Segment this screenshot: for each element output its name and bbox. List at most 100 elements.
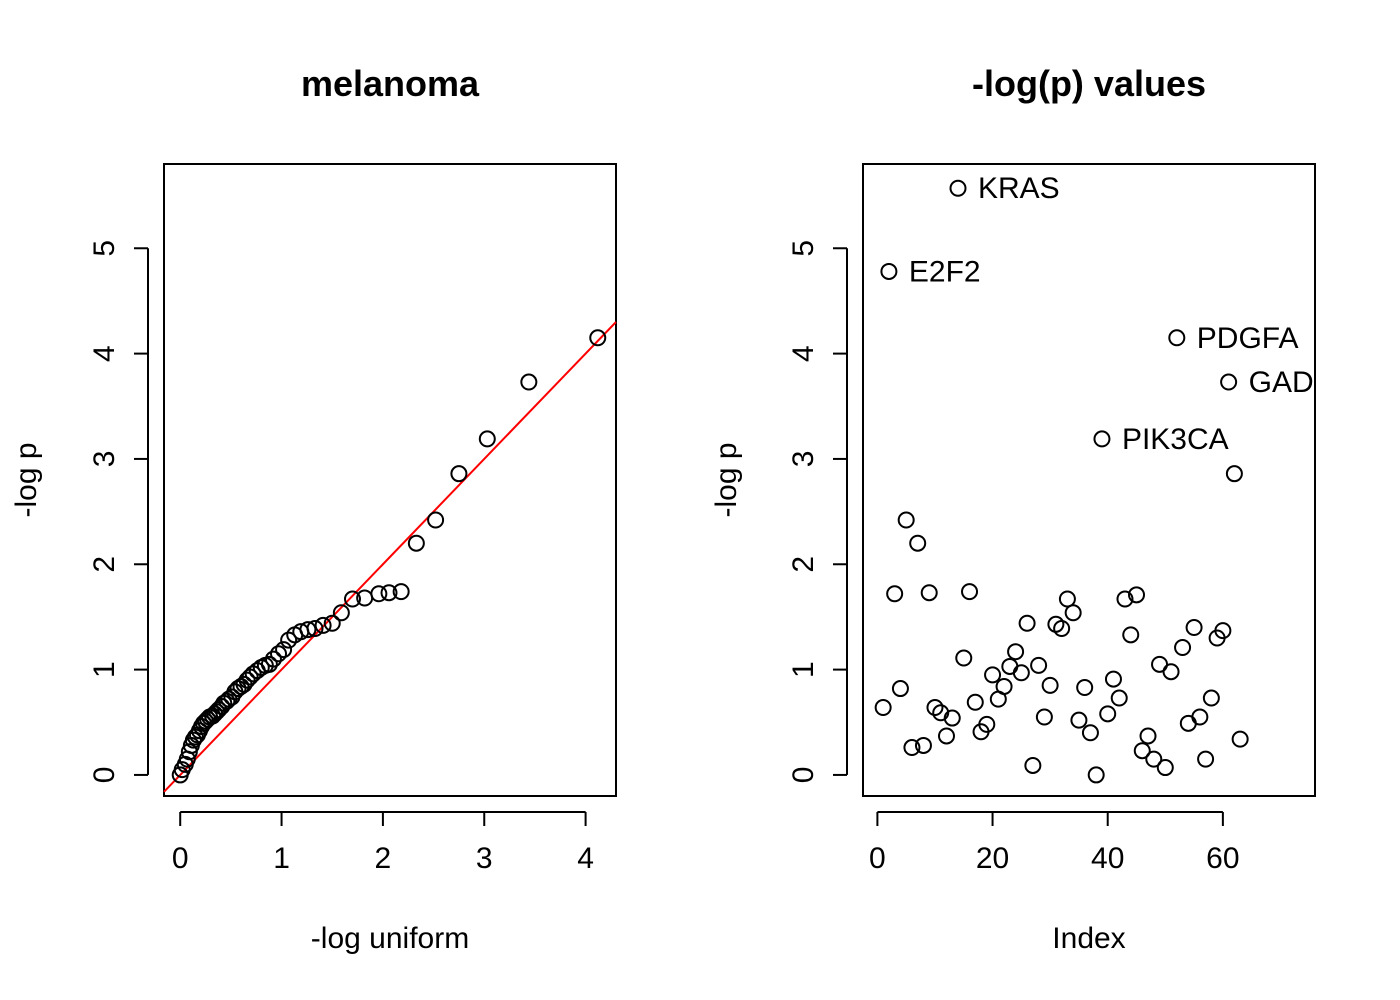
index-y-tick-label: 2 xyxy=(787,556,820,573)
qq-data-point xyxy=(427,511,445,529)
index-data-point xyxy=(1139,727,1157,745)
index-y-tick-label: 4 xyxy=(787,345,820,362)
qq-x-tick-label: 0 xyxy=(172,842,189,875)
qq-data-point xyxy=(280,631,298,649)
index-data-point xyxy=(1104,670,1122,688)
index-data-point xyxy=(1168,329,1186,347)
qq-y-tick-label: 0 xyxy=(88,767,121,784)
index-data-point xyxy=(926,699,944,717)
gene-label: PDGFA xyxy=(1197,322,1299,355)
index-data-point xyxy=(1053,620,1071,638)
index-data-point xyxy=(1231,730,1249,748)
index-plot-y-axis: 0 1 2 3 4 5 xyxy=(787,240,848,783)
index-data-point xyxy=(1064,604,1082,622)
qq-data-point xyxy=(184,731,202,749)
index-data-point xyxy=(1202,689,1220,707)
gene-labels: KRAS E2F2 PDGFA GAD PIK3CA xyxy=(909,172,1314,456)
qq-x-tick-label: 4 xyxy=(577,842,594,875)
index-data-point xyxy=(886,585,904,603)
index-data-point xyxy=(1197,750,1215,768)
index-data-point xyxy=(1214,622,1232,640)
index-data-point xyxy=(949,179,967,197)
qq-data-point xyxy=(407,534,425,552)
qq-data-point xyxy=(238,671,256,689)
gene-label: E2F2 xyxy=(909,255,981,288)
qq-data-point xyxy=(306,620,324,638)
qq-data-point xyxy=(589,329,607,347)
index-data-point xyxy=(920,584,938,602)
qq-x-tick-label: 1 xyxy=(273,842,290,875)
index-data-point xyxy=(874,699,892,717)
qq-y-tick-label: 3 xyxy=(88,451,121,468)
index-y-tick-label: 5 xyxy=(787,240,820,257)
index-data-point xyxy=(1081,724,1099,742)
index-data-point xyxy=(1162,663,1180,681)
qq-data-point xyxy=(204,707,222,725)
index-data-point xyxy=(943,709,961,727)
qq-reference-line xyxy=(163,321,617,793)
qq-data-point xyxy=(264,650,282,668)
index-data-point xyxy=(1179,714,1197,732)
index-data-point xyxy=(1007,643,1025,661)
qq-x-tick-label: 3 xyxy=(476,842,493,875)
index-data-point xyxy=(1128,586,1146,604)
index-plot-x-label: Index xyxy=(1052,922,1125,955)
index-plot-frame xyxy=(862,163,1316,797)
index-x-tick-label: 0 xyxy=(869,842,886,875)
qq-plot-panel: melanoma 0 1 2 3 4 0 1 2 3 4 5 -log uniform -log … xyxy=(10,63,617,955)
qq-data-point xyxy=(450,465,468,483)
index-data-point xyxy=(1012,664,1030,682)
index-data-point xyxy=(1093,430,1111,448)
index-data-point xyxy=(1018,614,1036,632)
qq-points xyxy=(171,329,607,784)
gene-label: KRAS xyxy=(978,172,1060,205)
index-data-point xyxy=(1185,618,1203,636)
qq-data-point xyxy=(299,621,317,639)
index-data-point xyxy=(1116,590,1134,608)
qq-data-point xyxy=(323,614,341,632)
gene-label: PIK3CA xyxy=(1122,423,1229,456)
qq-plot-title: melanoma xyxy=(301,63,480,104)
index-y-tick-label: 1 xyxy=(787,661,820,678)
index-data-point xyxy=(1122,626,1140,644)
index-data-point xyxy=(1110,689,1128,707)
index-data-point xyxy=(1099,705,1117,723)
index-x-tick-label: 40 xyxy=(1091,842,1124,875)
index-data-point xyxy=(891,680,909,698)
index-data-point xyxy=(961,583,979,601)
index-data-point xyxy=(1001,657,1019,675)
index-data-point xyxy=(937,727,955,745)
index-data-point xyxy=(1145,750,1163,768)
index-data-point xyxy=(914,736,932,754)
index-data-point xyxy=(1024,756,1042,774)
qq-data-point xyxy=(370,585,388,603)
index-plot-x-axis: 0 20 40 60 xyxy=(869,811,1240,875)
index-plot-y-label: -log p xyxy=(710,442,743,517)
qq-data-point xyxy=(270,645,288,663)
index-y-tick-label: 3 xyxy=(787,451,820,468)
qq-data-point xyxy=(314,616,332,634)
qq-data-point xyxy=(232,677,250,695)
qq-plot-frame xyxy=(163,163,617,797)
index-data-point xyxy=(1156,759,1174,777)
qq-plot-y-label: -log p xyxy=(10,442,43,517)
qq-y-tick-label: 4 xyxy=(88,345,121,362)
index-data-point xyxy=(903,739,921,757)
index-data-point xyxy=(1087,766,1105,784)
index-data-point xyxy=(984,666,1002,684)
index-data-point xyxy=(1133,742,1151,760)
index-data-point xyxy=(955,649,973,667)
index-data-point xyxy=(909,534,927,552)
qq-x-tick-label: 2 xyxy=(375,842,392,875)
qq-data-point xyxy=(332,604,350,622)
index-data-point xyxy=(978,715,996,733)
qq-data-point xyxy=(344,590,362,608)
index-data-point xyxy=(1225,465,1243,483)
index-data-point xyxy=(1041,676,1059,694)
index-data-point xyxy=(1191,708,1209,726)
index-data-point xyxy=(880,262,898,280)
qq-plot-x-axis: 0 1 2 3 4 xyxy=(172,811,594,875)
qq-plot-x-label: -log uniform xyxy=(311,922,469,955)
index-points xyxy=(874,179,1249,784)
